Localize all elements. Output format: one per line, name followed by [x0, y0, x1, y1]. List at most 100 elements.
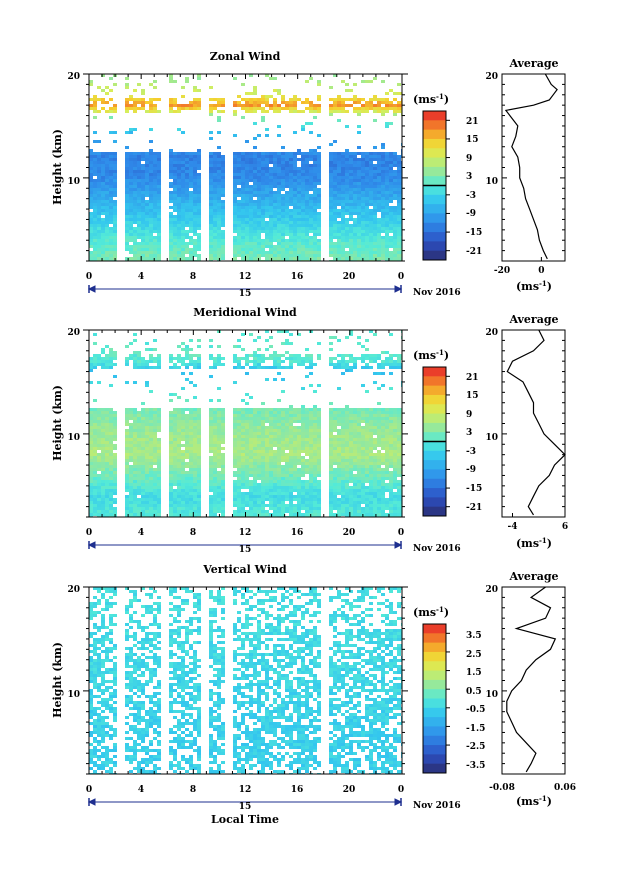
heatmap-cell	[341, 218, 345, 221]
heatmap-cell	[153, 417, 157, 420]
heatmap-cell	[89, 474, 93, 477]
colorbar-segment	[423, 129, 446, 140]
heatmap-cell	[273, 414, 277, 417]
heatmap-cell	[141, 462, 145, 465]
heatmap-cell	[381, 423, 385, 426]
heatmap-cell	[189, 447, 193, 450]
heatmap-cell	[393, 438, 397, 441]
heatmap-cell	[257, 417, 261, 420]
heatmap-cell	[261, 212, 265, 215]
heatmap-cell	[361, 155, 365, 158]
heatmap-cell	[357, 191, 361, 194]
heatmap-cell	[249, 438, 253, 441]
heatmap-cell	[101, 206, 105, 209]
heatmap-cell	[329, 179, 333, 182]
heatmap-cell	[173, 468, 177, 471]
heatmap-cell	[153, 194, 157, 197]
heatmap-cell	[93, 354, 97, 357]
heatmap-cell	[305, 221, 309, 224]
heatmap-cell	[313, 194, 317, 197]
heatmap-cell	[197, 423, 201, 426]
heatmap-cell	[93, 411, 97, 414]
heatmap-cell	[305, 218, 309, 221]
heatmap-cell	[277, 170, 281, 173]
heatmap-cell	[217, 212, 221, 215]
heatmap-cell	[337, 215, 341, 218]
heatmap-cell	[157, 417, 161, 420]
heatmap-cell	[393, 239, 397, 242]
heatmap-cell	[297, 233, 301, 236]
heatmap-cell	[313, 215, 317, 218]
heatmap-cell	[133, 432, 137, 435]
heatmap-cell	[129, 435, 133, 438]
heatmap-cell	[269, 203, 273, 206]
heatmap-cell	[101, 107, 105, 110]
heatmap-cell	[133, 333, 137, 336]
heatmap-cell	[353, 224, 357, 227]
heatmap-cell	[149, 414, 153, 417]
heatmap-cell	[181, 432, 185, 435]
heatmap-cell	[317, 98, 321, 101]
heatmap-cell	[305, 444, 309, 447]
heatmap-cell	[345, 167, 349, 170]
heatmap-cell	[337, 212, 341, 215]
heatmap-cell	[313, 444, 317, 447]
heatmap-cell	[113, 251, 117, 254]
heatmap-cell	[145, 152, 149, 155]
heatmap-cell	[93, 110, 97, 113]
heatmap-cell	[133, 218, 137, 221]
heatmap-cell	[177, 426, 181, 429]
heatmap-cell	[181, 230, 185, 233]
heatmap-cell	[253, 101, 257, 104]
heatmap-cell	[353, 155, 357, 158]
heatmap-cell	[145, 233, 149, 236]
heatmap-cell	[305, 212, 309, 215]
heatmap-cell	[113, 152, 117, 155]
heatmap-cell	[301, 471, 305, 474]
heatmap-cell	[381, 251, 385, 254]
heatmap-cell	[141, 459, 145, 462]
heatmap-cell	[89, 453, 93, 456]
heatmap-cell	[269, 435, 273, 438]
heatmap-cell	[353, 203, 357, 206]
heatmap-cell	[349, 218, 353, 221]
heatmap-cell	[337, 170, 341, 173]
heatmap-cell	[185, 414, 189, 417]
heatmap-cell	[93, 447, 97, 450]
colorbar-segment	[423, 250, 446, 261]
heatmap-cell	[257, 474, 261, 477]
heatmap-cell	[385, 206, 389, 209]
heatmap-cell	[305, 167, 309, 170]
heatmap-cell	[329, 188, 333, 191]
heatmap-cell	[257, 444, 261, 447]
heatmap-cell	[105, 366, 109, 369]
heatmap-cell	[145, 257, 149, 260]
heatmap-cell	[149, 128, 153, 131]
heatmap-cell	[245, 438, 249, 441]
heatmap-cell	[341, 417, 345, 420]
heatmap-cell	[105, 167, 109, 170]
heatmap-cell	[293, 233, 297, 236]
heatmap-cell	[269, 227, 273, 230]
heatmap-cell	[361, 411, 365, 414]
heatmap-cell	[177, 197, 181, 200]
heatmap-cell	[213, 444, 217, 447]
heatmap-cell	[253, 360, 257, 363]
heatmap-cell	[245, 239, 249, 242]
heatmap-cell	[333, 212, 337, 215]
heatmap-cell	[365, 221, 369, 224]
heatmap-cell	[221, 158, 225, 161]
heatmap-cell	[357, 408, 361, 411]
heatmap-cell	[93, 179, 97, 182]
heatmap-cell	[345, 423, 349, 426]
heatmap-cell	[253, 227, 257, 230]
heatmap-cell	[309, 242, 313, 245]
heatmap-cell	[369, 420, 373, 423]
heatmap-cell	[297, 239, 301, 242]
heatmap-cell	[389, 215, 393, 218]
heatmap-cell	[173, 185, 177, 188]
heatmap-cell	[353, 447, 357, 450]
zonal-wind-ytick-20: 20	[67, 72, 80, 82]
heatmap-cell	[241, 98, 245, 101]
heatmap-cell	[177, 408, 181, 411]
